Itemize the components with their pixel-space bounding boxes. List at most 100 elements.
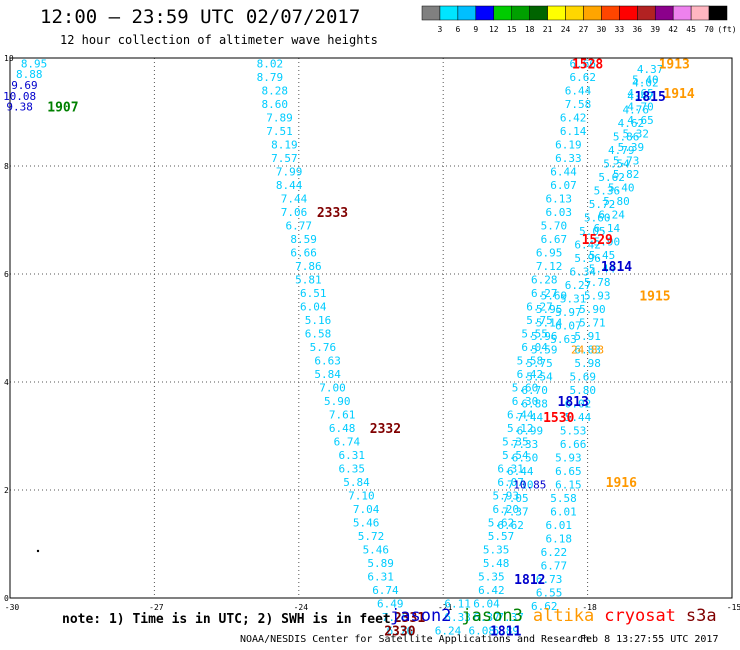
wave-height-point: 5.93 xyxy=(584,290,611,303)
y-tick-label: 4 xyxy=(4,378,9,387)
time-label: 1915 xyxy=(639,290,670,305)
time-label: 1530 xyxy=(543,411,574,426)
wave-height-point: 5.80 xyxy=(603,195,630,208)
wave-height-point: 6.67 xyxy=(541,233,568,246)
wave-height-point: 4.37 xyxy=(637,63,664,76)
credit-line: NOAA/NESDIS Center for Satellite Applica… xyxy=(240,634,590,645)
time-label: 1907 xyxy=(47,101,78,116)
colorbar-label: 3 xyxy=(438,25,443,34)
wave-height-point: 6.66 xyxy=(570,57,597,70)
wave-height-point: 5.31 xyxy=(560,292,587,305)
wave-height-point: 4.62 xyxy=(618,117,645,130)
wave-height-point: 6.31 xyxy=(497,462,524,475)
wave-height-point: 6.07 xyxy=(497,476,524,489)
wave-height-point: 8.02 xyxy=(257,57,284,70)
wave-height-point: 6.37 xyxy=(473,611,500,624)
colorbar-label: 18 xyxy=(525,25,535,34)
wave-height-point: 8.95 xyxy=(21,57,48,70)
wave-height-point: 6.14 xyxy=(594,222,621,235)
wave-height-point: 6.58 xyxy=(305,327,332,340)
wave-height-point: 6.04 xyxy=(473,597,500,610)
wave-height-point: 6.08 xyxy=(468,624,495,637)
wave-height-point: 7.89 xyxy=(266,111,293,124)
wave-height-point: 5.98 xyxy=(574,357,601,370)
timestamp: Feb 8 13:27:55 UTC 2017 xyxy=(580,634,719,645)
wave-height-point: 7.99 xyxy=(276,165,303,178)
time-label: 2330 xyxy=(384,624,415,639)
wave-height-point: 6.30 xyxy=(512,395,539,408)
wave-height-point: 6.33 xyxy=(555,152,582,165)
wave-height-point: 6.51 xyxy=(300,287,327,300)
wave-height-point: 8.60 xyxy=(261,98,288,111)
wave-height-point: 5.44 xyxy=(589,263,616,276)
wave-height-point: 6.14 xyxy=(560,125,587,138)
x-tick-label: -15 xyxy=(727,603,740,612)
wave-height-point: 5.71 xyxy=(579,317,606,330)
wave-height-point: 6.76 xyxy=(387,624,414,637)
wave-height-point: 6.49 xyxy=(377,597,404,610)
wave-height-point: 6.35 xyxy=(338,462,365,475)
wave-height-point: 5.55 xyxy=(521,327,548,340)
wave-height-point: 5.69 xyxy=(541,290,568,303)
wave-height-point: 8.88 xyxy=(16,68,43,81)
wave-height-point: 7.57 xyxy=(271,152,298,165)
wave-height-point: 5.35 xyxy=(478,570,505,583)
wave-height-point: 4.47 xyxy=(627,90,654,103)
wave-height-point: 5.84 xyxy=(314,368,341,381)
time-label: 2333 xyxy=(317,206,348,221)
x-tick-label: -18 xyxy=(582,603,597,612)
wave-height-point: 6.65 xyxy=(555,465,582,478)
satellite-legend-jason3: jason3 xyxy=(461,606,523,626)
wave-height-point: 5.86 xyxy=(613,130,640,143)
colorbar-label: (ft) xyxy=(717,25,736,34)
wave-height-point: 8.79 xyxy=(257,71,284,84)
wave-height-point: 6.70 xyxy=(521,384,548,397)
wave-height-point: 6.44 xyxy=(507,465,534,478)
wave-height-point: 5.05 xyxy=(579,225,606,238)
wave-height-point: 7.28 xyxy=(382,611,409,624)
wave-height-point: 6.20 xyxy=(493,503,520,516)
y-tick-label: 6 xyxy=(4,270,9,279)
time-label: 1528 xyxy=(572,57,603,72)
wave-height-point: 5.14 xyxy=(536,317,563,330)
x-tick-label: -30 xyxy=(5,603,20,612)
wave-height-point: 6.73 xyxy=(536,573,563,586)
wave-height-point: 6.42 xyxy=(517,368,544,381)
wave-height-point: 5.39 xyxy=(618,141,645,154)
wave-height-point: 5.48 xyxy=(483,557,510,570)
wave-height-point: 7.51 xyxy=(266,125,293,138)
colorbar-label: 45 xyxy=(686,25,696,34)
wave-height-point: 5.76 xyxy=(310,341,337,354)
wave-height-point: 6.33 xyxy=(444,611,471,624)
wave-height-point: 4.76 xyxy=(622,103,649,116)
colorbar-label: 15 xyxy=(507,25,517,34)
wave-height-point: 5.40 xyxy=(632,74,659,87)
time-label: 1914 xyxy=(663,87,694,102)
wave-height-point: 6.42 xyxy=(560,111,587,124)
wave-height-point: 5.62 xyxy=(598,171,625,184)
wave-height-point: 5.45 xyxy=(589,249,616,262)
colorbar-label: 36 xyxy=(632,25,642,34)
wave-height-point: 5.54 xyxy=(502,449,529,462)
wave-height-point: 5.60 xyxy=(584,211,611,224)
wave-height-point: 6.44 xyxy=(507,408,534,421)
wave-height-point: 10.85 xyxy=(513,479,546,492)
wave-height-point: 5.60 xyxy=(512,381,539,394)
wave-height-point: 5.46 xyxy=(353,516,380,529)
wave-height-point: 5.35 xyxy=(483,543,510,556)
wave-height-point: 6.62 xyxy=(531,600,558,613)
wave-height-point: 6.18 xyxy=(545,533,572,546)
wave-height-point: 6.62 xyxy=(497,519,524,532)
y-tick-label: 0 xyxy=(4,594,9,603)
satellite-legend-altika: altika xyxy=(532,606,595,626)
plot-frame xyxy=(9,57,733,599)
colorbar-label: 39 xyxy=(650,25,660,34)
wave-height-point: 6.04 xyxy=(521,341,548,354)
wave-height-point: 6.88 xyxy=(521,398,548,411)
wave-height-point: 5.35 xyxy=(502,435,529,448)
wave-height-point: 6.63 xyxy=(314,354,341,367)
wave-height-point: 6.01 xyxy=(545,519,572,532)
wave-height-point: 5.59 xyxy=(531,344,558,357)
wave-height-point: 7.05 xyxy=(502,492,529,505)
wave-height-point: 7.44 xyxy=(517,411,544,424)
